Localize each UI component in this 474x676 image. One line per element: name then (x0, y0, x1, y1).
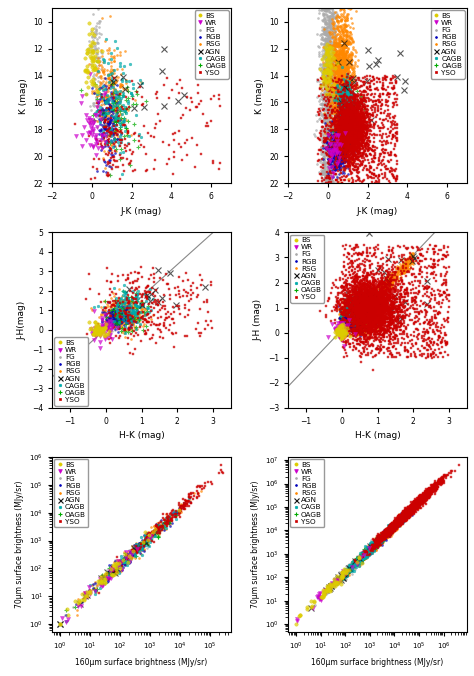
X-axis label: J-K (mag): J-K (mag) (357, 207, 398, 216)
Y-axis label: K (mag): K (mag) (255, 78, 264, 114)
X-axis label: J-K (mag): J-K (mag) (121, 207, 162, 216)
Y-axis label: J-H (mag): J-H (mag) (253, 299, 262, 341)
Y-axis label: K (mag): K (mag) (19, 78, 28, 114)
X-axis label: H-K (mag): H-K (mag) (355, 431, 401, 440)
Legend: BS, WR, FG, RGB, RSG, AGN, CAGB, OAGB, YSO: BS, WR, FG, RGB, RSG, AGN, CAGB, OAGB, Y… (55, 459, 88, 527)
Legend: BS, WR, FG, RGB, RSG, AGN, CAGB, OAGB, YSO: BS, WR, FG, RGB, RSG, AGN, CAGB, OAGB, Y… (290, 235, 324, 303)
Legend: BS, WR, FG, RGB, RSG, AGN, CAGB, OAGB, YSO: BS, WR, FG, RGB, RSG, AGN, CAGB, OAGB, Y… (195, 10, 229, 78)
Y-axis label: 70μm surface brightness (MJy/sr): 70μm surface brightness (MJy/sr) (251, 481, 260, 608)
Legend: BS, WR, FG, RGB, RSG, AGN, CAGB, OAGB, YSO: BS, WR, FG, RGB, RSG, AGN, CAGB, OAGB, Y… (290, 459, 324, 527)
X-axis label: 160μm surface brightness (MJy/sr): 160μm surface brightness (MJy/sr) (311, 658, 444, 667)
X-axis label: H-K (mag): H-K (mag) (118, 431, 164, 440)
Legend: BS, WR, FG, RGB, RSG, AGN, CAGB, OAGB, YSO: BS, WR, FG, RGB, RSG, AGN, CAGB, OAGB, Y… (55, 337, 88, 406)
Y-axis label: 70μm surface brightness (MJy/sr): 70μm surface brightness (MJy/sr) (15, 481, 24, 608)
X-axis label: 160μm surface brightness (MJy/sr): 160μm surface brightness (MJy/sr) (75, 658, 208, 667)
Legend: BS, WR, FG, RGB, RSG, AGN, CAGB, OAGB, YSO: BS, WR, FG, RGB, RSG, AGN, CAGB, OAGB, Y… (431, 10, 465, 78)
Y-axis label: J-H(mag): J-H(mag) (18, 300, 26, 340)
